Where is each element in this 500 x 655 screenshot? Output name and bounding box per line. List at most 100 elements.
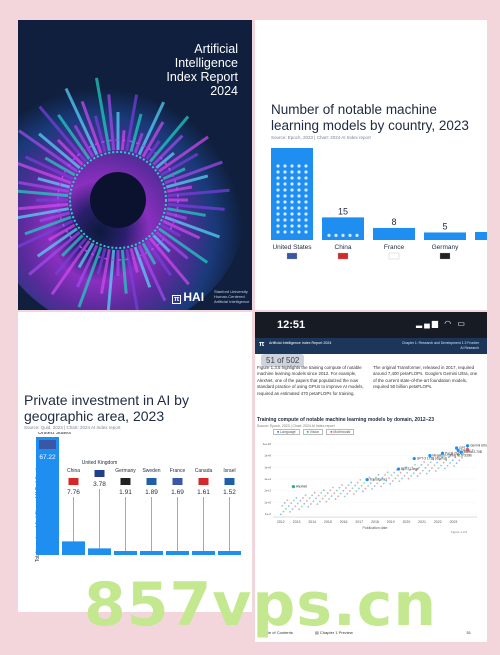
scatter-point	[312, 500, 315, 503]
cover-ray	[18, 189, 69, 198]
model-dot	[290, 170, 294, 174]
body-text-right: The original Transformer, released in 20…	[373, 365, 478, 390]
scatter-point	[360, 484, 363, 487]
investment-category-label: Canada	[195, 468, 213, 474]
cover-ray	[76, 244, 99, 288]
footer-chapter-link[interactable]: ▤ Chapter 1 Preview	[315, 630, 353, 635]
scatter-point	[449, 462, 452, 464]
scatter-point	[305, 500, 308, 502]
scatter-y-tick: 1e+10	[263, 442, 272, 446]
country-category-label: France	[384, 244, 405, 251]
scatter-point	[320, 491, 323, 494]
cover-ray	[24, 155, 74, 181]
model-dot	[290, 230, 294, 234]
scatter-point	[282, 510, 285, 513]
model-dot	[276, 200, 280, 204]
footer-toc-link[interactable]: ☰ Table of Contents	[257, 630, 293, 635]
scatter-point	[347, 484, 350, 487]
country-flag-icon	[388, 252, 400, 260]
country-value-label: 15	[338, 206, 348, 216]
scatter-point	[390, 474, 393, 477]
scatter-highlight-point	[465, 444, 470, 448]
status-icons: ▂▄▆ ◠ ▭	[416, 319, 467, 328]
scatter-point	[377, 473, 380, 476]
legend-language-label: Language	[280, 430, 296, 434]
phone-reader-screenshot: 12:51 ▂▄▆ ◠ ▭ π Artificial Intelligence …	[255, 312, 487, 642]
investment-value-label: 7.76	[67, 489, 80, 496]
cover-ray	[61, 234, 84, 257]
report-cover: Artificial Intelligence Index Report 202…	[18, 20, 252, 310]
header-chapter: Chapter 1: Research and Development 1.3 …	[401, 341, 479, 350]
model-dot	[297, 164, 301, 168]
cover-ray	[54, 237, 88, 276]
document-header: π Artificial Intelligence Index Report 2…	[255, 338, 487, 354]
hai-logo: π HAI	[172, 290, 204, 304]
scatter-x-tick: 2013	[293, 520, 301, 524]
cover-ray	[77, 246, 103, 308]
model-dot	[276, 194, 280, 198]
scatter-x-tick: 2023	[450, 520, 458, 524]
cover-ray	[77, 242, 95, 269]
scatter-point	[338, 486, 341, 489]
scatter-point	[450, 453, 453, 456]
investment-flag-icon	[172, 478, 183, 485]
cover-ray	[36, 227, 78, 258]
scatter-highlight-point	[365, 477, 369, 482]
model-dot	[297, 188, 301, 192]
scatter-highlight-point	[291, 485, 295, 489]
hai-logo-text: HAI	[183, 290, 205, 304]
investment-flag-icon	[224, 478, 235, 485]
scatter-point	[356, 481, 359, 484]
investment-flag-icon	[94, 470, 105, 477]
scatter-point	[333, 492, 336, 495]
model-dot	[276, 164, 280, 168]
country-chart-page: Number of notable machine learning model…	[255, 20, 487, 310]
investment-value-label: 1.61	[197, 489, 210, 496]
cover-ray	[56, 138, 84, 166]
scatter-x-label: Publication date	[363, 526, 388, 530]
model-dot	[297, 176, 301, 180]
investment-bar	[62, 541, 85, 555]
investment-value-label: 3.78	[93, 481, 106, 488]
scatter-point	[412, 472, 415, 475]
model-dot	[348, 233, 352, 237]
scatter-point	[359, 478, 362, 481]
page-indicator[interactable]: 51 of 502	[261, 354, 305, 367]
scatter-point	[321, 497, 324, 500]
scatter-point	[329, 489, 332, 492]
scatter-point	[317, 494, 320, 497]
scatter-point	[399, 471, 402, 474]
scatter-point	[378, 479, 381, 482]
scatter-point	[304, 494, 307, 497]
cover-ray	[94, 115, 107, 153]
scatter-point	[342, 489, 345, 492]
scatter-point	[440, 464, 442, 467]
cover-title-line: Artificial	[194, 42, 238, 56]
investment-flag-icon	[146, 478, 157, 485]
scatter-point	[447, 456, 450, 459]
scatter-point	[346, 492, 349, 495]
model-dot	[297, 182, 301, 186]
model-dot	[283, 224, 287, 228]
scatter-point	[291, 508, 294, 510]
cover-ray	[141, 242, 157, 265]
scatter-point	[324, 494, 327, 497]
scatter-point	[386, 471, 389, 474]
cover-ray	[129, 247, 139, 273]
scatter-point-label: Llama 2-70B	[464, 450, 482, 454]
scatter-point	[371, 487, 373, 490]
investment-flag-icon	[68, 478, 79, 485]
scatter-highlight-point	[465, 448, 470, 452]
model-dot	[276, 170, 280, 174]
scatter-point-label: AlexNet	[296, 485, 307, 489]
scatter-point-label: BERT-Large	[401, 467, 419, 471]
scatter-point	[398, 480, 401, 483]
cover-ray	[145, 240, 172, 277]
scatter-point	[428, 469, 431, 472]
scatter-point	[358, 487, 360, 490]
country-value-label: 61	[287, 140, 297, 147]
scatter-point	[315, 497, 317, 500]
country-bar-partial	[475, 232, 487, 240]
scatter-point	[279, 513, 282, 516]
model-dot	[355, 233, 359, 237]
